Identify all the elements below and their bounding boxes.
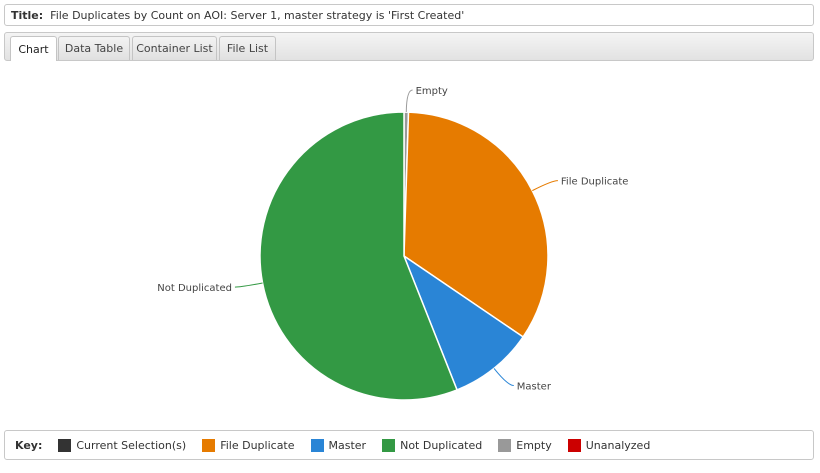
key-swatch — [382, 438, 396, 452]
tab-container-list[interactable]: Container List — [132, 36, 217, 60]
tab-chart-label: Chart — [18, 42, 49, 56]
pie-connector — [493, 368, 514, 387]
tab-file-list-label: File List — [226, 42, 269, 55]
legend-key: Key: Current Selection(s) File Duplicate… — [4, 430, 814, 460]
pie-label: File Duplicate — [561, 177, 629, 188]
pie-slice-master[interactable] — [402, 254, 525, 391]
pie-label: Master — [517, 382, 552, 393]
pie-slice-not-duplicated[interactable] — [259, 111, 458, 401]
title-text: File Duplicates by Count on AOI: Server … — [50, 8, 465, 22]
key-item-unanalyzed[interactable]: Unanalyzed — [567, 438, 651, 452]
pie-connector — [532, 180, 558, 192]
key-label: Empty — [516, 438, 552, 452]
tab-file-list[interactable]: File List — [219, 36, 276, 60]
title-label: Title: — [11, 8, 44, 22]
tab-chart[interactable]: Chart — [10, 36, 57, 61]
key-item-file-duplicate[interactable]: File Duplicate — [202, 438, 295, 452]
key-item-empty[interactable]: Empty — [498, 438, 552, 452]
key-title: Key: — [15, 438, 43, 452]
key-item-not-duplicated[interactable]: Not Duplicated — [382, 438, 483, 452]
key-label: Master — [328, 438, 367, 452]
key-label: File Duplicate — [220, 438, 295, 452]
key-item-master[interactable]: Master — [310, 438, 367, 452]
key-label: Current Selection(s) — [76, 438, 187, 452]
pie-label: Empty — [416, 86, 448, 97]
key-swatch — [310, 438, 324, 452]
title-bar: Title: File Duplicates by Count on AOI: … — [4, 4, 814, 26]
chart-area: Empty File Duplicate Master Not Duplicated — [4, 66, 814, 422]
tab-container-list-label: Container List — [136, 42, 213, 55]
key-label: Not Duplicated — [400, 438, 483, 452]
key-swatch — [567, 438, 581, 452]
tab-data-table-label: Data Table — [64, 42, 124, 55]
key-swatch — [58, 438, 72, 452]
pie-slice-file-duplicate[interactable] — [403, 111, 549, 338]
key-item-current-selection[interactable]: Current Selection(s) — [58, 438, 187, 452]
key-swatch — [202, 438, 216, 452]
pie-chart: Empty File Duplicate Master Not Duplicated — [157, 86, 629, 401]
pie-connector — [405, 89, 413, 113]
key-label: Unanalyzed — [585, 438, 651, 452]
pie-connector — [234, 282, 263, 288]
tab-data-table[interactable]: Data Table — [58, 36, 130, 60]
tab-bar: Chart Data Table Container List File Lis… — [4, 32, 814, 61]
key-swatch — [498, 438, 512, 452]
pie-label: Not Duplicated — [157, 283, 232, 294]
